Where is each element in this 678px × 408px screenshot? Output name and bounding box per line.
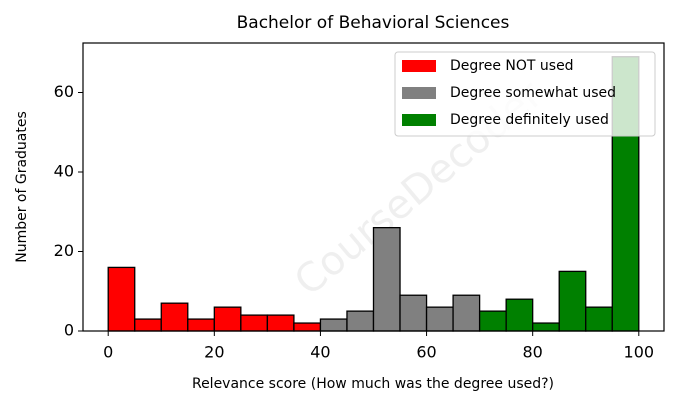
x-tick-label: 100 [624,343,655,362]
y-tick-label: 60 [54,82,74,101]
x-tick-label: 40 [310,343,330,362]
legend-swatch [402,60,436,72]
bar [319,318,348,332]
bar [505,298,534,332]
bar [558,270,587,332]
legend-box [394,51,656,137]
x-tick-label: 20 [204,343,224,362]
plot-frame [82,42,665,332]
legend-label: Degree NOT used [450,58,574,74]
bar [452,294,481,332]
bar [293,322,322,332]
x-tick-label: 80 [522,343,542,362]
bar [399,294,428,332]
bar [240,314,269,332]
bar [187,318,215,332]
x-tick-label: 60 [416,343,436,362]
x-axis-label: Relevance score (How much was the degree… [192,376,554,392]
legend-label: Degree somewhat used [450,85,616,101]
bar [134,318,162,332]
legend-swatch [402,114,436,126]
bar [372,226,401,332]
bar [160,302,189,332]
legend-label: Degree definitely used [450,112,609,128]
x-tick-label: 0 [103,343,113,362]
bar [478,310,507,332]
y-tick-label: 0 [64,321,74,340]
bar [213,306,242,332]
bar [585,306,613,332]
legend-swatch [402,87,436,99]
bar [425,306,454,332]
y-tick-label: 20 [54,241,74,260]
y-tick-label: 40 [54,161,74,180]
bar [532,322,560,332]
chart-title: Bachelor of Behavioral Sciences [237,13,510,33]
bar [266,314,295,332]
bar [107,266,136,332]
y-axis-label: Number of Graduates [14,111,30,263]
bar [346,310,375,332]
